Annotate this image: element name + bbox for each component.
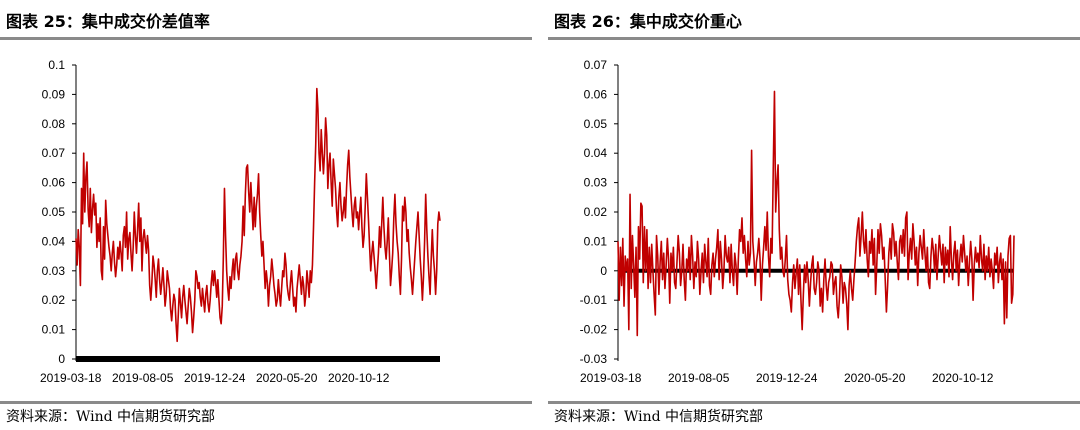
title-rule xyxy=(0,37,532,40)
source-rule xyxy=(548,401,1080,404)
series-line xyxy=(75,87,441,343)
y-tick-label: 0.03 xyxy=(42,264,66,278)
x-tick-label: 2020-10-12 xyxy=(328,371,390,385)
y-tick-label: 0.05 xyxy=(42,205,66,219)
y-tick-label: 0.05 xyxy=(584,117,608,131)
y-tick-label: 0.08 xyxy=(42,117,66,131)
y-tick-label: 0.06 xyxy=(584,87,608,101)
y-tick-label: 0.01 xyxy=(42,323,66,337)
price-center-chart: -0.03 -0.02 -0.01 0 0.01 0.02 0.03 0.04 0.05 0.06… xyxy=(580,58,1015,385)
figure-title: 图表 26：集中成交价重心 xyxy=(554,12,742,31)
y-tick-label: 0.04 xyxy=(42,234,66,248)
y-tick-label: -0.03 xyxy=(580,352,608,366)
y-tick-label: 0.02 xyxy=(584,205,608,219)
source-rule xyxy=(0,401,532,404)
y-tick-label: 0.01 xyxy=(584,234,608,248)
series-line xyxy=(617,90,1015,337)
source-note: 资料来源：Wind 中信期货研究部 xyxy=(554,409,764,425)
x-tick-label: 2019-12-24 xyxy=(756,371,818,385)
y-tick-label: 0.07 xyxy=(42,146,66,160)
x-tick-label: 2019-12-24 xyxy=(184,371,246,385)
x-tick-label: 2019-03-18 xyxy=(580,371,642,385)
y-tick-label: 0 xyxy=(600,264,607,278)
y-tick-label: 0.02 xyxy=(42,293,66,307)
x-tick-label: 2019-08-05 xyxy=(112,371,174,385)
y-tick-label: -0.01 xyxy=(580,293,608,307)
y-tick-label: 0 xyxy=(58,352,65,366)
y-tick-label: 0.06 xyxy=(42,176,66,190)
figure-25: 图表 25：集中成交价差值率 0 0.01 0.02 0.03 0.04 0.05 0.06… xyxy=(0,0,532,430)
y-tick-label: -0.02 xyxy=(580,323,608,337)
y-tick-label: 0.03 xyxy=(584,176,608,190)
x-tick-label: 2019-08-05 xyxy=(668,371,730,385)
x-tick-label: 2020-10-12 xyxy=(932,371,994,385)
y-tick-label: 0.1 xyxy=(48,58,65,72)
title-rule xyxy=(548,37,1080,40)
y-tick-label: 0.09 xyxy=(42,87,66,101)
source-note: 资料来源：Wind 中信期货研究部 xyxy=(6,409,216,425)
figure-title: 图表 25：集中成交价差值率 xyxy=(6,12,210,31)
x-tick-label: 2020-05-20 xyxy=(844,371,906,385)
spread-rate-chart: 0 0.01 0.02 0.03 0.04 0.05 0.06 0.07 0.08 0.09 0.1… xyxy=(40,58,441,385)
y-tick-label: 0.04 xyxy=(584,146,608,160)
y-tick-label: 0.07 xyxy=(584,58,608,72)
figure-26: 图表 26：集中成交价重心 -0.03 -0.02 -0.01 0 0.01 0.02 0.… xyxy=(548,0,1080,430)
x-tick-label: 2020-05-20 xyxy=(256,371,318,385)
x-tick-label: 2019-03-18 xyxy=(40,371,102,385)
